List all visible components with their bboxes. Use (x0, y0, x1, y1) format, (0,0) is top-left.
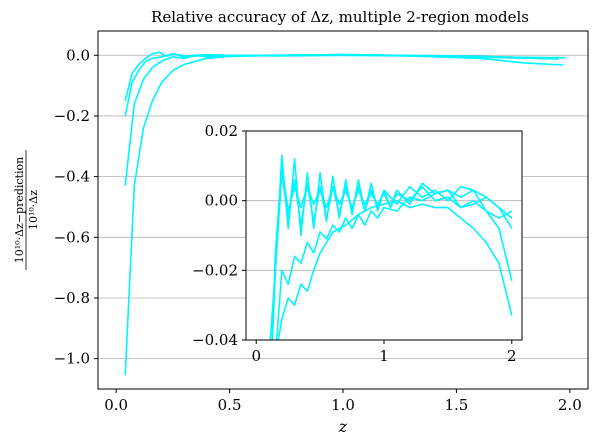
main-x-tick-label: 0.0 (104, 396, 128, 414)
inset-x-tick-label: 0 (251, 347, 261, 365)
inset-y-tick-label: 0.02 (205, 122, 238, 140)
main-y-tick-label: 0.0 (66, 46, 90, 64)
inset-plot-frame (245, 130, 523, 341)
y-axis-label: 10¹⁰·Δz−prediction 10¹⁰·Δz (13, 150, 40, 270)
main-y-tick-label: −1.0 (54, 350, 90, 368)
inset-y-tick-label: −0.02 (192, 261, 238, 279)
main-y-tick-label: −0.6 (54, 228, 90, 246)
main-y-tick-label: −0.2 (54, 107, 90, 125)
main-x-tick-label: 2.0 (558, 396, 582, 414)
inset-x-tick-label: 1 (379, 347, 389, 365)
inset-y-tick-label: −0.04 (192, 331, 238, 349)
inset-x-tick-label: 2 (507, 347, 517, 365)
main-y-tick-label: −0.4 (54, 168, 90, 186)
main-x-tick-label: 1.0 (331, 396, 355, 414)
main-plot: 0.0 −0.2 −0.4 −0.6 −0.8 −1.0 0.0 0.5 1.0 1.5 2.0 (54, 46, 588, 414)
y-axis-label-numerator: 10¹⁰·Δz−prediction (13, 157, 26, 263)
main-plot-frame (97, 30, 589, 390)
chart-title: Relative accuracy of Δz, multiple 2-regi… (151, 8, 529, 26)
main-series-line-4 (124, 51, 566, 101)
main-x-tick-label: 1.5 (444, 396, 468, 414)
y-axis-label-denominator: 10¹⁰·Δz (27, 190, 40, 230)
inset-series-line-5 (271, 165, 513, 340)
main-y-tick-label: −0.8 (54, 289, 90, 307)
inset-y-tick-label: 0.00 (205, 192, 238, 210)
x-axis-label: z (338, 417, 348, 436)
inset-background (246, 131, 522, 340)
main-x-tick-label: 0.5 (218, 396, 242, 414)
